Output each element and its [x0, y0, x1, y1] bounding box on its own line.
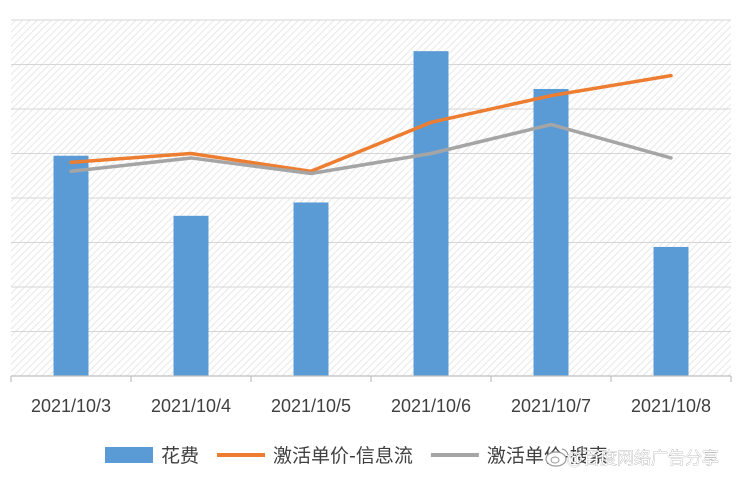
- watermark: @百度网络广告分享: [545, 448, 719, 469]
- bar: [293, 202, 329, 376]
- watermark-text: @百度网络广告分享: [566, 449, 719, 469]
- bar: [173, 215, 209, 376]
- bar: [53, 155, 89, 376]
- x-tick-label: 2021/10/7: [511, 396, 591, 416]
- x-tick-label: 2021/10/6: [391, 396, 471, 416]
- bar-series: [53, 51, 689, 377]
- legend-item: 花费: [105, 445, 199, 467]
- line-series: [69, 73, 673, 176]
- legend-swatch: [105, 447, 153, 463]
- bar: [653, 246, 689, 376]
- x-tick-label: 2021/10/4: [151, 396, 231, 416]
- legend-label: 激活单价-信息流: [273, 445, 413, 467]
- bar: [413, 51, 449, 377]
- legend-item: 激活单价-信息流: [217, 445, 413, 467]
- bar: [533, 88, 569, 376]
- x-tick-label: 2021/10/3: [31, 396, 111, 416]
- legend-label: 花费: [161, 445, 199, 467]
- series-line: [69, 73, 673, 174]
- x-tick-label: 2021/10/8: [631, 396, 711, 416]
- x-axis: 2021/10/3 2021/10/4 2021/10/5 2021/10/6 2021…: [10, 375, 732, 416]
- series-line: [69, 122, 673, 176]
- weibo-logo-icon: [545, 448, 569, 467]
- x-tick-label: 2021/10/5: [271, 396, 351, 416]
- gridlines: [11, 19, 731, 332]
